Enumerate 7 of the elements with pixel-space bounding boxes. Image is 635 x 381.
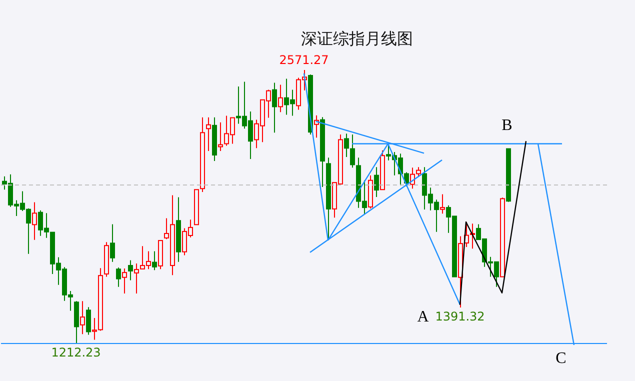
annotation: B <box>502 117 512 134</box>
annotation: C <box>556 350 566 367</box>
annotation: 1391.32 <box>435 310 485 324</box>
annotation: 1212.23 <box>51 346 101 360</box>
chart-title: 深证综指月线图 <box>300 29 414 50</box>
annotation: 2571.27 <box>279 53 329 67</box>
annotation: A <box>417 308 430 326</box>
